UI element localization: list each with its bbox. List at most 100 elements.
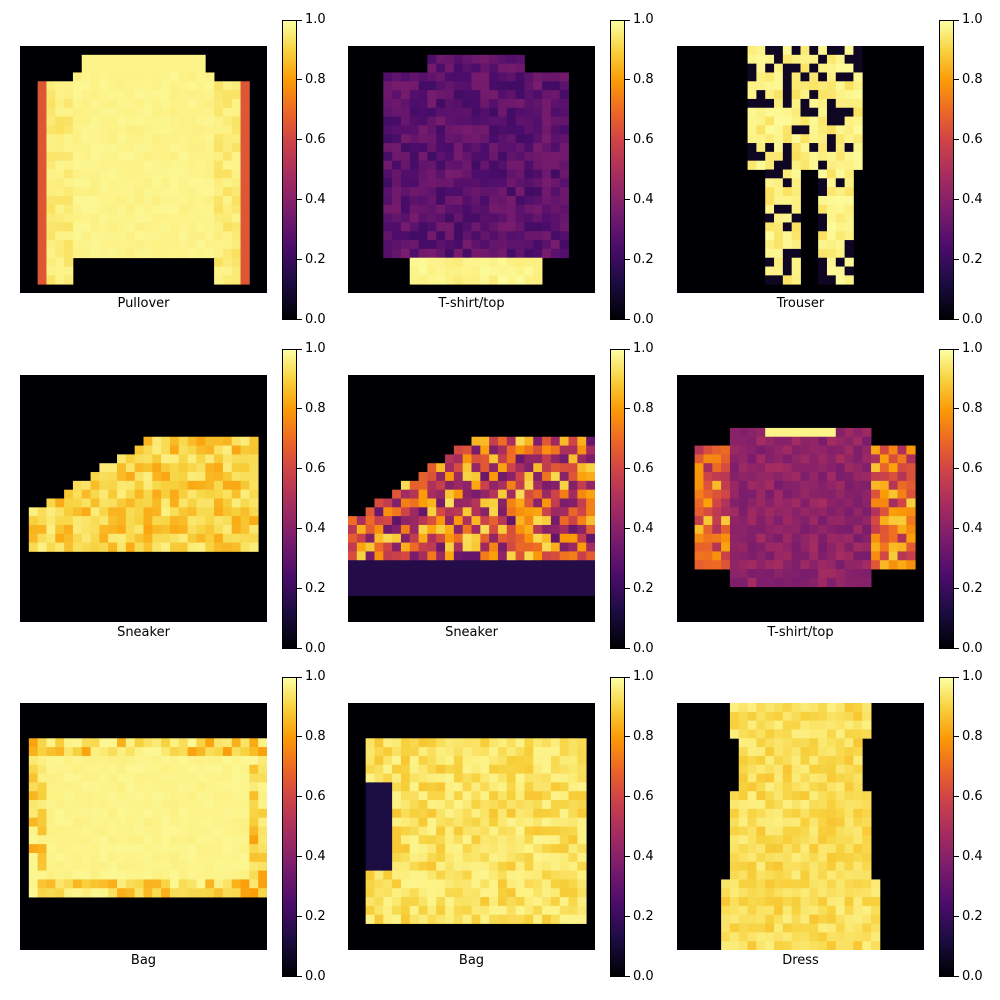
heatmap-cell [703,551,713,561]
heatmap-cell [143,516,153,526]
colorbar-tick-label: 0.8 [962,729,983,744]
heatmap-cell [844,861,854,872]
heatmap-cell [462,257,472,267]
heatmap-cell [533,569,543,579]
heatmap-cell [835,454,846,464]
heatmap-cell [774,577,784,588]
heatmap-cell [729,472,740,482]
heatmap-cell [782,436,793,446]
heatmap-cell [161,116,171,126]
colorbar-tick-label: 1.0 [305,341,326,356]
heatmap-cell [453,72,464,82]
heatmap-cell [214,861,224,872]
heatmap-cell [818,204,828,215]
colorbar-tick [954,528,959,529]
heatmap-cell [143,125,153,135]
heatmap-cell [809,63,819,73]
colorbar-tick [297,856,302,857]
heatmap-cell [586,507,595,517]
heatmap-cell [365,551,375,561]
heatmap-cell [818,90,828,100]
heatmap-cell [853,577,863,588]
heatmap-cell [427,134,437,144]
heatmap-cell [178,54,189,65]
heatmap-cell [46,738,56,748]
heatmap-cell [240,231,250,241]
heatmap-cell [471,560,481,570]
heatmap-cell [90,195,100,206]
heatmap-cell [515,116,525,126]
heatmap-cell [871,480,881,491]
heatmap-cell [497,63,508,73]
heatmap-cell [152,54,162,65]
heatmap-cell [187,542,197,552]
heatmap-cell [765,231,775,241]
heatmap-cell [818,923,828,933]
heatmap-cell [568,569,578,579]
heatmap-cell [765,533,775,544]
heatmap-cell [400,524,411,535]
heatmap-cell [791,835,801,845]
heatmap-cell [844,826,854,836]
heatmap-cell [480,888,490,898]
heatmap-cell [409,169,419,179]
heatmap-cell [462,266,472,276]
heatmap-cell [249,791,259,801]
heatmap-cell [835,861,846,872]
heatmap-cell [471,577,481,588]
heatmap-cell [568,747,578,757]
heatmap-cell [844,852,854,863]
heatmap-cell [586,454,595,464]
heatmap-cell [161,178,171,188]
heatmap-cell [765,436,775,446]
heatmap-cell [747,81,757,91]
heatmap-cell [205,222,215,232]
heatmap-cell [453,905,464,916]
heatmap-cell [152,107,162,117]
heatmap-cell [392,782,402,792]
heatmap-cell [400,905,411,916]
heatmap-cell [445,63,455,73]
heatmap-cell [64,507,74,517]
heatmap-cell [756,489,766,499]
heatmap-cell [72,844,83,854]
heatmap-cell [853,703,863,713]
heatmap-cell [187,808,197,819]
heatmap-cell [81,195,91,206]
heatmap-cell [826,125,837,135]
heatmap-cell [497,169,508,179]
heatmap-cell [28,826,39,836]
heatmap-cell [205,231,215,241]
heatmap-cell [453,747,464,757]
heatmap-cell [747,533,757,544]
heatmap-cell [81,72,91,82]
heatmap-cell [231,143,241,153]
heatmap-cell [550,782,561,792]
heatmap-cell [506,852,517,863]
heatmap-cell [577,800,587,810]
heatmap-cell [497,178,508,188]
heatmap-cell [471,195,481,206]
heatmap-cell [108,222,118,232]
heatmap-cell [782,852,793,863]
heatmap-cell [187,222,197,232]
heatmap-cell [533,747,543,757]
heatmap-cell [853,551,863,561]
heatmap-cell [108,870,118,880]
heatmap-cell [143,169,153,179]
heatmap-cell [46,498,56,508]
heatmap-cell [462,835,472,845]
heatmap-cell [46,755,56,766]
colorbar-tick-label: 0.4 [305,521,326,536]
heatmap-cell [835,248,846,259]
heatmap-cell [559,151,569,162]
heatmap-cell [222,275,233,285]
heatmap-cell [214,826,224,836]
heatmap-cell [409,879,419,889]
heatmap-cell [400,169,411,179]
heatmap-cell [258,844,267,854]
heatmap-cell [117,178,127,188]
heatmap-cell [844,463,854,473]
heatmap-cell [231,151,241,162]
heatmap-cell [533,879,543,889]
